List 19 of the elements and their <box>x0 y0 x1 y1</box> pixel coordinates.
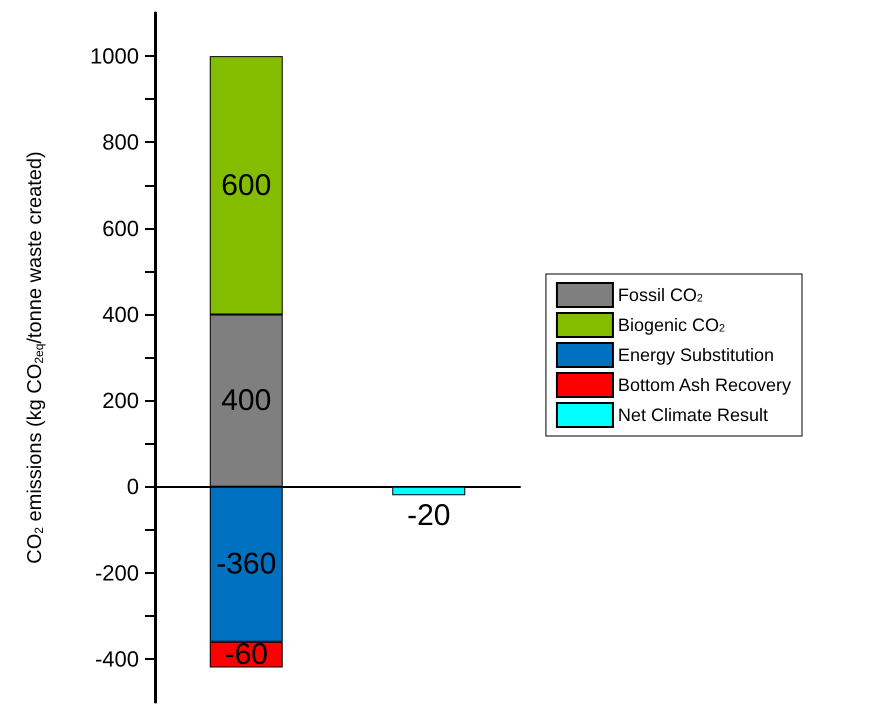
y-tick-label: 400 <box>102 302 139 327</box>
y-tick-label: 0 <box>126 474 139 500</box>
legend-label: Bottom Ash Recovery <box>618 375 792 395</box>
y-tick-label: 1000 <box>90 44 139 69</box>
legend-label: Biogenic CO2 <box>618 315 725 335</box>
y-tick-label: -400 <box>94 646 139 672</box>
y-tick-label: 800 <box>102 130 139 155</box>
data-label: 600 <box>221 168 272 202</box>
legend-label: Net Climate Result <box>618 405 768 425</box>
y-tick-label: -200 <box>94 560 139 586</box>
y-tick-label: 200 <box>102 388 139 414</box>
data-label: -360 <box>216 548 276 581</box>
data-label: 400 <box>221 384 272 418</box>
y-axis-title: CO2 emissions (kg CO2eq/tonne waste created) <box>24 151 46 564</box>
legend-label: Energy Substitution <box>618 345 774 365</box>
y-tick-label: 600 <box>102 216 139 241</box>
legend-label: Fossil CO2 <box>618 285 703 305</box>
data-label: -60 <box>224 638 268 672</box>
data-label: -20 <box>407 498 450 532</box>
